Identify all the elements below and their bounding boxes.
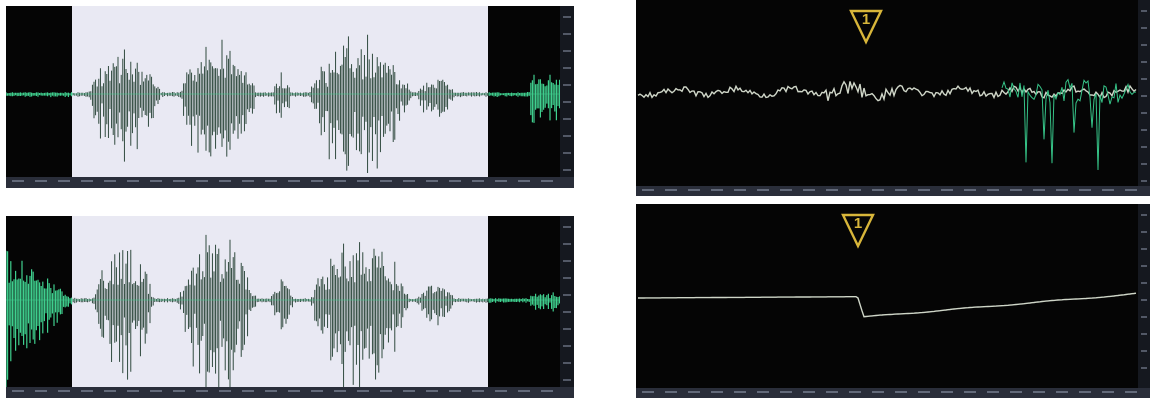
waveform-panel-top[interactable] bbox=[6, 6, 574, 188]
warning-triangle-icon bbox=[849, 9, 883, 45]
marker-label: 1 bbox=[853, 215, 863, 232]
marker-triangle-top[interactable]: 1 bbox=[849, 8, 883, 46]
waveform-panel-bottom[interactable] bbox=[6, 216, 574, 398]
waveform-top-canvas[interactable] bbox=[6, 6, 574, 188]
signal-trace bbox=[637, 78, 1137, 171]
trace-panel-top[interactable]: 1 bbox=[636, 0, 1150, 196]
signal-trace bbox=[638, 292, 1137, 318]
time-ruler[interactable] bbox=[636, 388, 1150, 398]
trace-top-canvas[interactable] bbox=[636, 0, 1150, 196]
amplitude-scale bbox=[560, 6, 574, 177]
amplitude-scale bbox=[1138, 204, 1150, 388]
amplitude-scale bbox=[1138, 0, 1150, 186]
trace-bottom-canvas[interactable] bbox=[636, 204, 1150, 398]
time-ruler[interactable] bbox=[636, 186, 1150, 196]
marker-triangle-bottom[interactable]: 1 bbox=[841, 212, 875, 250]
waveform bbox=[6, 234, 561, 398]
marker-label: 1 bbox=[861, 11, 871, 28]
waveform bbox=[6, 34, 561, 173]
amplitude-scale bbox=[560, 216, 574, 387]
waveform-bottom-canvas[interactable] bbox=[6, 216, 574, 398]
time-ruler[interactable] bbox=[6, 177, 574, 188]
trace-panel-bottom[interactable]: 1 bbox=[636, 204, 1150, 398]
time-ruler[interactable] bbox=[6, 387, 574, 398]
warning-triangle-icon bbox=[841, 213, 875, 249]
